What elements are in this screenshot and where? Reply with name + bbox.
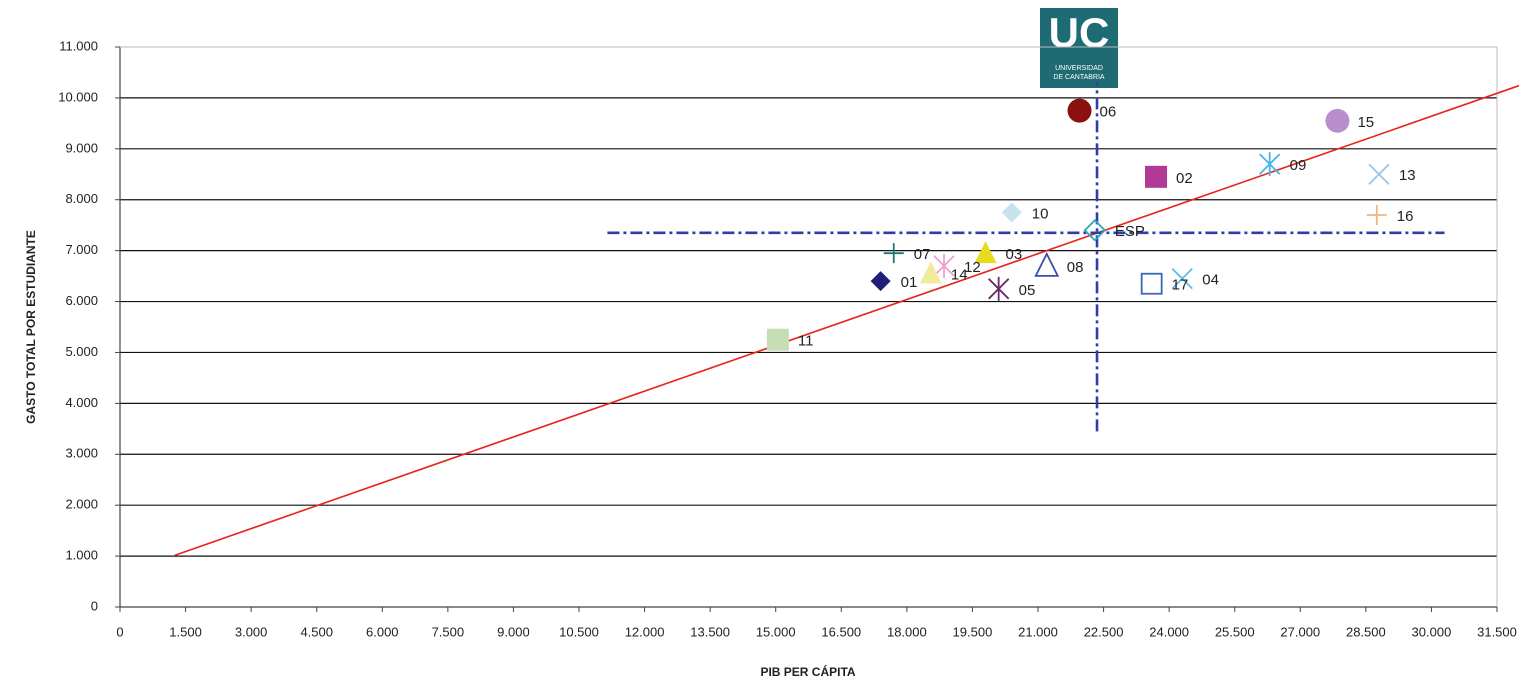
- logo: UC UNIVERSIDAD DE CANTABRIA: [1040, 8, 1118, 88]
- marker-shape: [883, 243, 904, 264]
- x-tick-label: 28.500: [1346, 624, 1386, 639]
- point-label: 03: [1006, 246, 1023, 263]
- point-marker: [1325, 108, 1350, 133]
- marker-shape: [870, 271, 891, 292]
- point-label: 16: [1397, 208, 1414, 225]
- trend-line: [174, 84, 1520, 557]
- point-marker: [1259, 152, 1281, 177]
- point-label: 15: [1357, 114, 1374, 131]
- point-label: ESP: [1115, 223, 1145, 240]
- x-tick-label: 10.500: [559, 624, 599, 639]
- x-tick-label: 16.500: [821, 624, 861, 639]
- x-tick-label: 27.000: [1280, 624, 1320, 639]
- point-marker: [1001, 202, 1022, 223]
- marker-shape: [933, 253, 955, 278]
- x-tick-label: 15.000: [756, 624, 796, 639]
- marker-shape: [1325, 108, 1350, 133]
- marker-shape: [1366, 205, 1387, 225]
- point-label: 13: [1399, 167, 1416, 184]
- marker-shape: [1368, 163, 1390, 185]
- logo-text: UC: [1049, 9, 1110, 56]
- point-marker: [1083, 218, 1107, 242]
- marker-shape: [1034, 251, 1060, 277]
- marker-shape: [1001, 202, 1022, 223]
- point-marker: [1171, 267, 1193, 290]
- y-tick-label: 6.000: [65, 293, 98, 308]
- y-axis-title: GASTO TOTAL POR ESTUDIANTE: [24, 230, 38, 424]
- y-tick-label: 7.000: [65, 242, 98, 257]
- point-marker: [1145, 165, 1168, 188]
- point-marker: [933, 253, 955, 278]
- marker-shape: [1259, 152, 1281, 177]
- x-tick-label: 25.500: [1215, 624, 1255, 639]
- point-marker: [1034, 251, 1060, 277]
- y-tick-label: 3.000: [65, 446, 98, 461]
- x-tick-label: 9.000: [497, 624, 530, 639]
- marker-shape: [974, 241, 997, 264]
- point-marker: [919, 261, 942, 284]
- x-tick-label: 24.000: [1149, 624, 1189, 639]
- point-label: 06: [1100, 104, 1117, 121]
- point-label: 14: [951, 267, 968, 284]
- y-tick-label: 9.000: [65, 140, 98, 155]
- point-marker: [1368, 163, 1390, 185]
- x-tick-label: 13.500: [690, 624, 730, 639]
- marker-shape: [919, 261, 942, 284]
- point-label: 01: [901, 274, 918, 291]
- logo-box: [1040, 8, 1118, 88]
- logo-subtitle: DE CANTABRIA: [1053, 74, 1105, 81]
- point-label: 08: [1067, 259, 1084, 276]
- marker-shape: [1083, 218, 1107, 242]
- marker-shape: [1171, 267, 1193, 290]
- x-tick-label: 0: [116, 624, 123, 639]
- y-tick-label: 2.000: [65, 497, 98, 512]
- x-tick-label: 3.000: [235, 624, 268, 639]
- point-marker: [988, 276, 1010, 301]
- x-tick-label: 7.500: [432, 624, 465, 639]
- y-tick-label: 0: [91, 598, 98, 613]
- marker-shape: [1140, 272, 1163, 295]
- x-tick-label: 6.000: [366, 624, 399, 639]
- y-tick-label: 1.000: [65, 548, 98, 563]
- x-tick-label: 1.500: [169, 624, 202, 639]
- point-marker: [766, 328, 789, 351]
- x-tick-label: 12.000: [625, 624, 665, 639]
- y-tick-label: 5.000: [65, 344, 98, 359]
- point-marker: [1140, 272, 1163, 295]
- y-tick-label: 11.000: [59, 38, 98, 53]
- x-tick-label: 21.000: [1018, 624, 1058, 639]
- x-tick-label: 22.500: [1084, 624, 1124, 639]
- x-tick-label: 19.500: [953, 624, 993, 639]
- x-tick-label: 4.500: [300, 624, 333, 639]
- y-tick-label: 10.000: [58, 89, 98, 104]
- point-label: 05: [1019, 282, 1036, 299]
- point-label: 09: [1290, 157, 1307, 174]
- point-marker: [1067, 98, 1092, 123]
- marker-shape: [1067, 98, 1092, 123]
- logo-subtitle: UNIVERSIDAD: [1055, 65, 1103, 72]
- marker-shape: [988, 276, 1010, 301]
- point-label: 12: [964, 259, 981, 276]
- point-marker: [1366, 205, 1387, 225]
- x-tick-label: 31.500: [1477, 624, 1517, 639]
- point-label: 10: [1032, 205, 1049, 222]
- marker-shape: [1145, 165, 1168, 188]
- point-label: 04: [1202, 272, 1219, 289]
- point-marker: [870, 271, 891, 292]
- point-label: 17: [1172, 277, 1189, 294]
- point-label: 02: [1176, 170, 1193, 187]
- y-tick-label: 8.000: [65, 191, 98, 206]
- x-tick-label: 30.000: [1412, 624, 1452, 639]
- x-axis-title: PIB PER CÁPITA: [760, 664, 855, 679]
- y-tick-label: 4.000: [65, 395, 98, 410]
- x-tick-label: 18.000: [887, 624, 927, 639]
- point-label: 07: [914, 246, 931, 263]
- point-marker: [883, 243, 904, 264]
- marker-shape: [766, 328, 789, 351]
- point-marker: [974, 241, 997, 264]
- point-label: 11: [798, 333, 814, 350]
